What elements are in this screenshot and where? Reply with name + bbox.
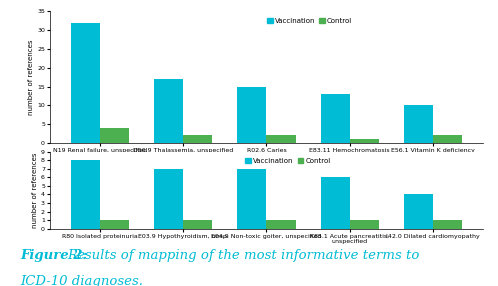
- Bar: [321, 94, 350, 143]
- Bar: [350, 220, 379, 229]
- Text: ICD-10 diagnoses.: ICD-10 diagnoses.: [20, 275, 143, 286]
- Bar: [183, 220, 212, 229]
- Bar: [404, 194, 433, 229]
- Bar: [100, 220, 129, 229]
- Bar: [350, 139, 379, 143]
- Bar: [154, 79, 183, 143]
- Bar: [71, 160, 100, 229]
- Bar: [154, 169, 183, 229]
- Bar: [404, 106, 433, 143]
- Text: Figure 2:: Figure 2:: [20, 249, 92, 262]
- Bar: [266, 136, 296, 143]
- Text: Results of mapping of the most informative terms to: Results of mapping of the most informati…: [67, 249, 420, 262]
- Bar: [100, 128, 129, 143]
- Legend: Vaccination, Control: Vaccination, Control: [264, 15, 355, 27]
- Bar: [321, 177, 350, 229]
- Bar: [71, 23, 100, 143]
- Legend: Vaccination, Control: Vaccination, Control: [243, 155, 334, 167]
- Bar: [266, 220, 296, 229]
- Y-axis label: number of references: number of references: [28, 39, 34, 115]
- Y-axis label: number of references: number of references: [32, 152, 38, 228]
- Bar: [433, 136, 462, 143]
- Bar: [433, 220, 462, 229]
- Bar: [237, 87, 266, 143]
- Bar: [183, 136, 212, 143]
- Bar: [237, 169, 266, 229]
